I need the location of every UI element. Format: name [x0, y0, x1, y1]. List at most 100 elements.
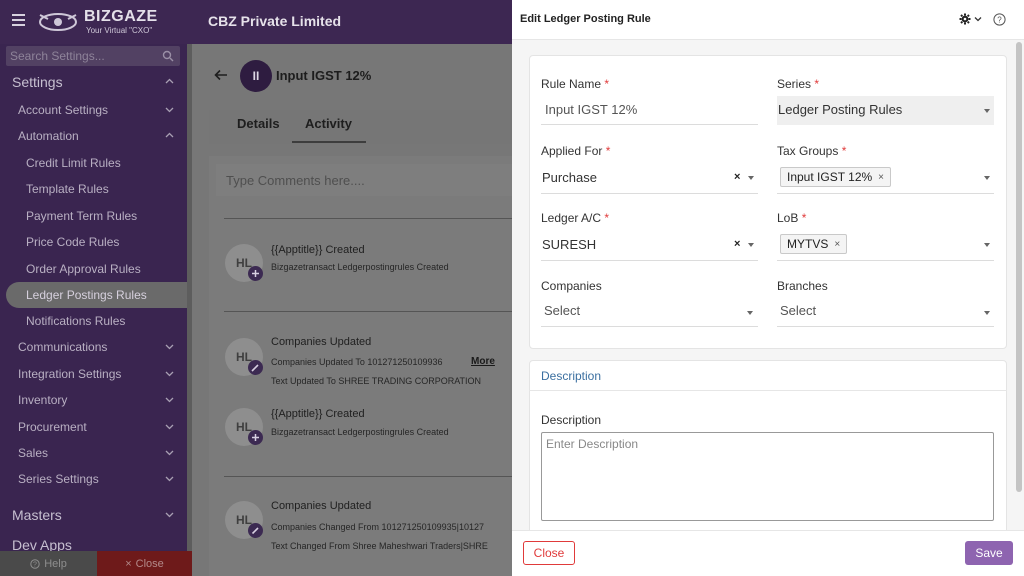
hamburger-menu-icon[interactable]: [12, 14, 25, 28]
sidebar-scrollbar[interactable]: [187, 44, 192, 576]
ledger-ac-select[interactable]: SURESH: [542, 237, 597, 252]
tab-activity[interactable]: Activity: [305, 116, 352, 131]
branches-select[interactable]: Select: [780, 303, 817, 318]
chevron-down-icon: [165, 476, 174, 482]
clear-selection-icon[interactable]: ×: [734, 238, 741, 250]
description-textarea[interactable]: [541, 432, 994, 521]
sidebar-section-label: Dev Apps: [12, 537, 72, 551]
series-select[interactable]: [777, 96, 994, 125]
applied-for-label: Applied For *: [541, 144, 611, 158]
sidebar-item-label: Notifications Rules: [26, 314, 126, 328]
gear-icon[interactable]: [959, 13, 971, 25]
panel-title: Edit Ledger Posting Rule: [520, 13, 651, 25]
field-underline: [541, 326, 758, 327]
settings-search-input[interactable]: [10, 48, 160, 64]
add-badge-icon: [248, 430, 263, 445]
companies-select[interactable]: Select: [544, 303, 581, 318]
bizgaze-logo-icon: [39, 13, 77, 31]
help-label: Help: [44, 557, 67, 570]
sidebar-close-button[interactable]: × Close: [97, 551, 192, 576]
tax-group-chip: Input IGST 12% ×: [780, 167, 892, 187]
sidebar-item-communications[interactable]: Communications: [0, 334, 187, 360]
sidebar-item-credit-limit-rules[interactable]: Credit Limit Rules: [0, 150, 187, 176]
help-circle-icon[interactable]: ?: [993, 13, 1006, 26]
tab-details[interactable]: Details: [237, 116, 280, 131]
chevron-down-icon[interactable]: [974, 16, 982, 22]
sidebar-section-masters[interactable]: Masters: [0, 502, 187, 528]
chevron-up-icon: [165, 132, 174, 138]
sidebar-item-label: Sales: [18, 446, 49, 460]
dropdown-caret-icon[interactable]: [747, 311, 753, 315]
sidebar-item-series-settings[interactable]: Series Settings: [0, 466, 187, 492]
companies-label: Companies: [541, 279, 602, 293]
sidebar-item-ledger-postings-rules[interactable]: Ledger Postings Rules: [6, 282, 187, 308]
divider: [224, 311, 512, 312]
clear-selection-icon[interactable]: ×: [734, 171, 741, 183]
lob-label: LoB *: [777, 211, 807, 225]
sidebar-item-notifications-rules[interactable]: Notifications Rules: [0, 308, 187, 334]
divider: [224, 476, 512, 477]
sidebar-item-procurement[interactable]: Procurement: [0, 414, 187, 440]
chevron-down-icon: [165, 371, 174, 377]
help-icon: ?: [30, 558, 40, 569]
sidebar-section-label: Settings: [12, 74, 63, 90]
sidebar-item-integration-settings[interactable]: Integration Settings: [0, 361, 187, 387]
sidebar-section-dev-apps[interactable]: Dev Apps: [0, 537, 187, 551]
sidebar-item-order-approval-rules[interactable]: Order Approval Rules: [0, 256, 187, 282]
sidebar-item-payment-term-rules[interactable]: Payment Term Rules: [0, 203, 187, 229]
sidebar-item-inventory[interactable]: Inventory: [0, 387, 187, 413]
svg-text:?: ?: [997, 16, 1002, 25]
settings-search: [6, 46, 180, 66]
sidebar-item-label: Inventory: [18, 393, 68, 407]
active-tab-indicator: [292, 141, 366, 143]
close-button[interactable]: Close: [523, 541, 575, 565]
sidebar-item-label: Credit Limit Rules: [26, 156, 121, 170]
logo-text: BIZGAZE: [84, 8, 158, 25]
remove-chip-icon[interactable]: ×: [834, 238, 841, 250]
activity-title: {{Apptitle}} Created: [271, 408, 365, 420]
sidebar-item-automation[interactable]: Automation: [0, 123, 187, 149]
back-arrow-icon[interactable]: [214, 69, 228, 81]
activity-detail: Companies Updated To 101271250109936: [271, 357, 443, 367]
activity-detail: Bizgazetransact Ledgerpostingrules Creat…: [271, 427, 449, 437]
help-button[interactable]: ? Help: [0, 551, 97, 576]
sidebar-item-label: Integration Settings: [18, 367, 122, 381]
close-icon: ×: [125, 557, 132, 570]
branches-label: Branches: [777, 279, 828, 293]
sidebar-item-price-code-rules[interactable]: Price Code Rules: [0, 229, 187, 255]
chevron-down-icon: [165, 424, 174, 430]
remove-chip-icon[interactable]: ×: [878, 171, 885, 183]
sidebar-item-sales[interactable]: Sales: [0, 440, 187, 466]
panel-scrollbar[interactable]: [1016, 42, 1022, 492]
field-underline: [541, 124, 758, 125]
rule-name-input[interactable]: Input IGST 12%: [545, 102, 638, 117]
sidebar-item-template-rules[interactable]: Template Rules: [0, 176, 187, 202]
sidebar-section-settings[interactable]: Settings: [0, 69, 187, 95]
edit-panel-header: [512, 0, 1024, 40]
dropdown-caret-icon[interactable]: [748, 243, 754, 247]
dropdown-caret-icon[interactable]: [984, 176, 990, 180]
sidebar-item-label: Price Code Rules: [26, 235, 120, 249]
save-button[interactable]: Save: [965, 541, 1013, 565]
dropdown-caret-icon[interactable]: [984, 311, 990, 315]
activity-title: Companies Updated: [271, 336, 372, 348]
sidebar-item-label: Automation: [18, 129, 79, 143]
activity-detail: Companies Changed From 101271250109935|1…: [271, 522, 484, 532]
comment-input[interactable]: [216, 164, 512, 196]
search-icon[interactable]: [162, 50, 174, 62]
sidebar-footer: ? Help × Close: [0, 551, 192, 576]
sidebar-item-label: Template Rules: [26, 182, 109, 196]
activity-detail: Text Changed From Shree Maheshwari Trade…: [271, 541, 488, 551]
divider: [529, 390, 1007, 391]
sidebar-item-account-settings[interactable]: Account Settings: [0, 97, 187, 123]
dropdown-caret-icon: [984, 109, 990, 113]
applied-for-select[interactable]: Purchase: [542, 170, 597, 185]
field-underline: [777, 260, 994, 261]
edit-badge-icon: [248, 360, 263, 375]
more-link[interactable]: More: [471, 356, 495, 367]
dropdown-caret-icon[interactable]: [984, 243, 990, 247]
dropdown-caret-icon[interactable]: [748, 176, 754, 180]
description-section-title: Description: [541, 369, 602, 383]
activity-title: Companies Updated: [271, 500, 372, 512]
field-underline: [777, 193, 994, 194]
